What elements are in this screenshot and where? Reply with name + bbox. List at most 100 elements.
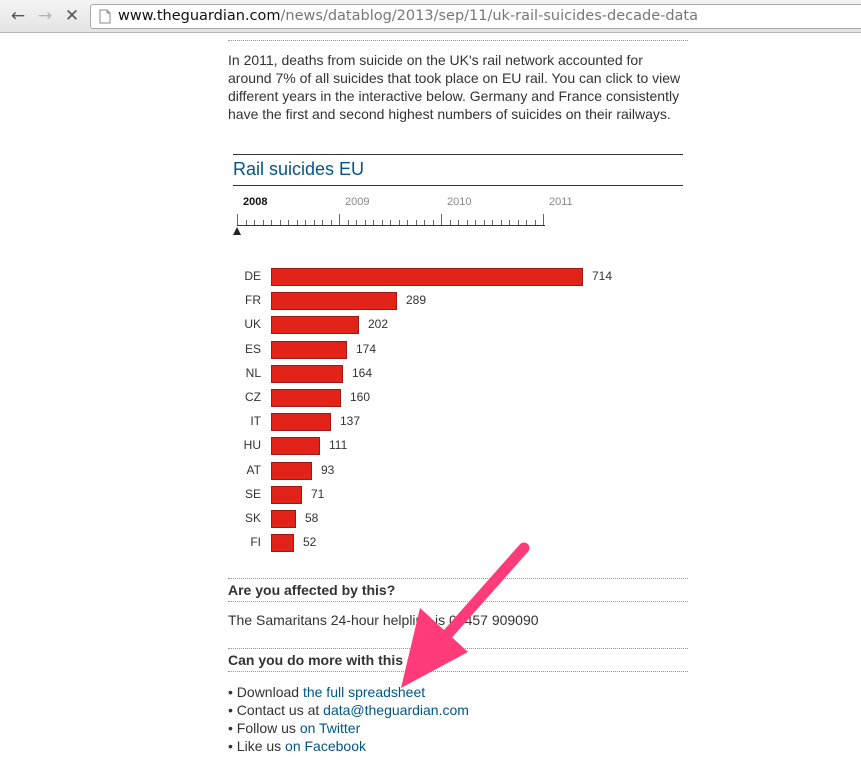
link-twitter[interactable]: on Twitter — [300, 720, 360, 736]
timeline-tick — [305, 220, 306, 225]
timeline-tick — [509, 220, 510, 225]
timeline-tick — [416, 220, 417, 225]
bar[interactable] — [271, 534, 294, 552]
timeline-tick — [441, 214, 442, 225]
url-path: /news/datablog/2013/sep/11/uk-rail-suici… — [281, 8, 698, 24]
bar[interactable] — [271, 510, 296, 528]
bar-row-nl: NL 164 — [228, 364, 688, 384]
link-item: • Like us on Facebook — [228, 737, 469, 755]
timeline-tick — [246, 220, 247, 225]
links-list: • Download the full spreadsheet • Contact… — [228, 683, 469, 755]
timeline-tick — [390, 220, 391, 225]
bar-label: AT — [228, 463, 261, 477]
bar[interactable] — [271, 413, 331, 431]
link-item: • Contact us at data@theguardian.com — [228, 701, 469, 719]
bar[interactable] — [271, 462, 312, 480]
timeline-tick — [543, 214, 544, 225]
bar-value-label: 71 — [311, 487, 324, 501]
timeline-tick — [501, 220, 502, 225]
link-facebook[interactable]: on Facebook — [285, 738, 366, 754]
helpline-text: The Samaritans 24-hour helpline is 08457… — [228, 612, 539, 628]
bar-label: SK — [228, 511, 261, 525]
timeline-tick — [280, 220, 281, 225]
timeline-tick — [356, 220, 357, 225]
url-host: www.theguardian.com — [118, 8, 281, 24]
year-option-2008[interactable]: 2008 — [243, 196, 267, 208]
link-item: • Follow us on Twitter — [228, 719, 469, 737]
bar-value-label: 164 — [352, 366, 372, 380]
bar-row-es: ES 174 — [228, 340, 688, 360]
bar-label: CZ — [228, 390, 261, 404]
timeline-tick — [407, 220, 408, 225]
browser-toolbar: ← → ✕ www.theguardian.com/news/datablog/… — [0, 0, 861, 33]
bar-value-label: 52 — [303, 535, 316, 549]
bar[interactable] — [271, 341, 347, 359]
link-spreadsheet[interactable]: the full spreadsheet — [303, 684, 425, 700]
timeline-tick — [535, 220, 536, 225]
timeline-tick — [484, 220, 485, 225]
link-prefix: • Contact us at — [228, 702, 323, 718]
bar-value-label: 58 — [305, 511, 318, 525]
bar-row-sk: SK 58 — [228, 509, 688, 529]
url-text: www.theguardian.com/news/datablog/2013/s… — [118, 5, 698, 28]
timeline-tick — [526, 220, 527, 225]
bar-row-se: SE 71 — [228, 485, 688, 505]
bar-row-cz: CZ 160 — [228, 388, 688, 408]
bar-label: FR — [228, 293, 261, 307]
bar-label: IT — [228, 414, 261, 428]
bar-value-label: 160 — [350, 390, 370, 404]
timeline-tick — [237, 214, 238, 225]
year-option-2011[interactable]: 2011 — [549, 196, 573, 208]
timeline-tick — [373, 220, 374, 225]
bar-value-label: 289 — [406, 293, 426, 307]
address-bar[interactable]: www.theguardian.com/news/datablog/2013/s… — [90, 4, 861, 29]
timeline-axis — [237, 225, 545, 226]
timeline-tick — [314, 220, 315, 225]
close-icon[interactable]: ✕ — [61, 5, 83, 27]
bar[interactable] — [271, 486, 302, 504]
chart-bottom-rule — [233, 185, 683, 186]
timeline-tick — [297, 220, 298, 225]
bar[interactable] — [271, 437, 320, 455]
bar-row-uk: UK 202 — [228, 315, 688, 335]
bar[interactable] — [271, 389, 341, 407]
timeline-tick — [331, 220, 332, 225]
bar[interactable] — [271, 316, 359, 334]
bar-row-it: IT 137 — [228, 412, 688, 432]
arrow-right-icon[interactable]: → — [34, 5, 56, 27]
bar[interactable] — [271, 365, 343, 383]
timeline-tick — [450, 220, 451, 225]
timeline-tick — [424, 220, 425, 225]
year-option-2010[interactable]: 2010 — [447, 196, 471, 208]
timeline-tick — [399, 220, 400, 225]
chart-title: Rail suicides EU — [233, 159, 364, 180]
timeline-tick — [475, 220, 476, 225]
bar-value-label: 202 — [368, 317, 388, 331]
year-timeline[interactable]: 2008 2009 2010 2011 — [233, 194, 553, 238]
timeline-tick — [322, 220, 323, 225]
link-prefix: • Download — [228, 684, 303, 700]
link-email[interactable]: data@theguardian.com — [323, 702, 469, 718]
chart-top-rule — [233, 154, 683, 155]
bar-row-at: AT 93 — [228, 461, 688, 481]
more-heading: Can you do more with this data? — [228, 648, 688, 672]
page-icon — [99, 9, 111, 24]
timeline-tick — [254, 220, 255, 225]
bar-label: SE — [228, 487, 261, 501]
timeline-tick — [458, 220, 459, 225]
bar-row-fi: FI 52 — [228, 533, 688, 553]
intro-paragraph: In 2011, deaths from suicide on the UK's… — [228, 51, 688, 123]
arrow-left-icon[interactable]: ← — [7, 5, 29, 27]
timeline-handle[interactable] — [233, 227, 241, 235]
bar-label: NL — [228, 366, 261, 380]
timeline-tick — [492, 220, 493, 225]
bar[interactable] — [271, 292, 397, 310]
timeline-tick — [339, 214, 340, 225]
timeline-tick — [365, 220, 366, 225]
bar-label: DE — [228, 269, 261, 283]
timeline-tick — [288, 220, 289, 225]
year-option-2009[interactable]: 2009 — [345, 196, 369, 208]
bar-value-label: 174 — [356, 342, 376, 356]
bar[interactable] — [271, 268, 583, 286]
bar-label: FI — [228, 535, 261, 549]
